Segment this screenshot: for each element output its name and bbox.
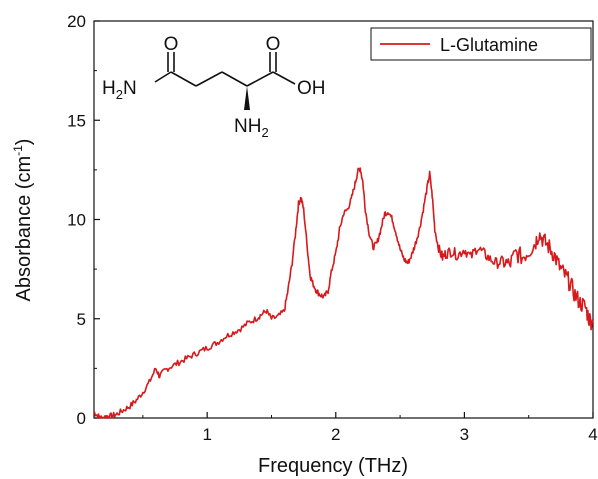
y-tick-label: 15 (67, 111, 86, 130)
y-axis-title-main: Absorbance (cm (13, 156, 35, 302)
legend-label: L-Glutamine (440, 35, 538, 55)
y-tick-label: 0 (77, 409, 86, 428)
y-axis-ticks: 0 5 10 15 20 (67, 12, 100, 428)
nh2-sub: 2 (261, 125, 268, 140)
molecule-structure (154, 52, 296, 87)
nh2-nh: NH (234, 116, 261, 137)
y-tick-label: 20 (67, 12, 86, 31)
bond (170, 71, 197, 87)
molecule-o-left: O (164, 34, 179, 55)
y-axis-title-end: ) (13, 139, 35, 146)
bond (154, 71, 172, 83)
molecule-oh: OH (297, 78, 326, 99)
molecule-nh2: NH2 (234, 116, 269, 140)
h2n-sub: 2 (116, 87, 123, 102)
bond (246, 71, 274, 87)
h2n-h: H (102, 78, 116, 99)
x-tick-label: 1 (202, 425, 211, 444)
molecule-o-right: O (266, 34, 281, 55)
x-axis-title: Frequency (THz) (258, 455, 408, 477)
series-line (93, 167, 594, 419)
h2n-n: N (123, 78, 137, 99)
plot-frame (93, 20, 594, 419)
series-layer (93, 167, 594, 419)
bond (272, 71, 296, 85)
x-tick-label: 3 (460, 425, 469, 444)
y-tick-label: 10 (67, 211, 86, 230)
y-axis-title: Absorbance (cm-1) (11, 139, 35, 302)
x-tick-label: 2 (331, 425, 340, 444)
wedge-bond (244, 86, 250, 110)
x-tick-label: 4 (588, 425, 597, 444)
legend: L-Glutamine (370, 27, 592, 61)
y-axis-title-sup: -1 (11, 145, 25, 156)
molecule-h2n: H2N (102, 78, 137, 102)
x-axis-ticks: 1 2 3 4 (142, 412, 598, 444)
y-tick-label: 5 (77, 310, 86, 329)
bond (195, 71, 223, 87)
bond (221, 71, 248, 87)
